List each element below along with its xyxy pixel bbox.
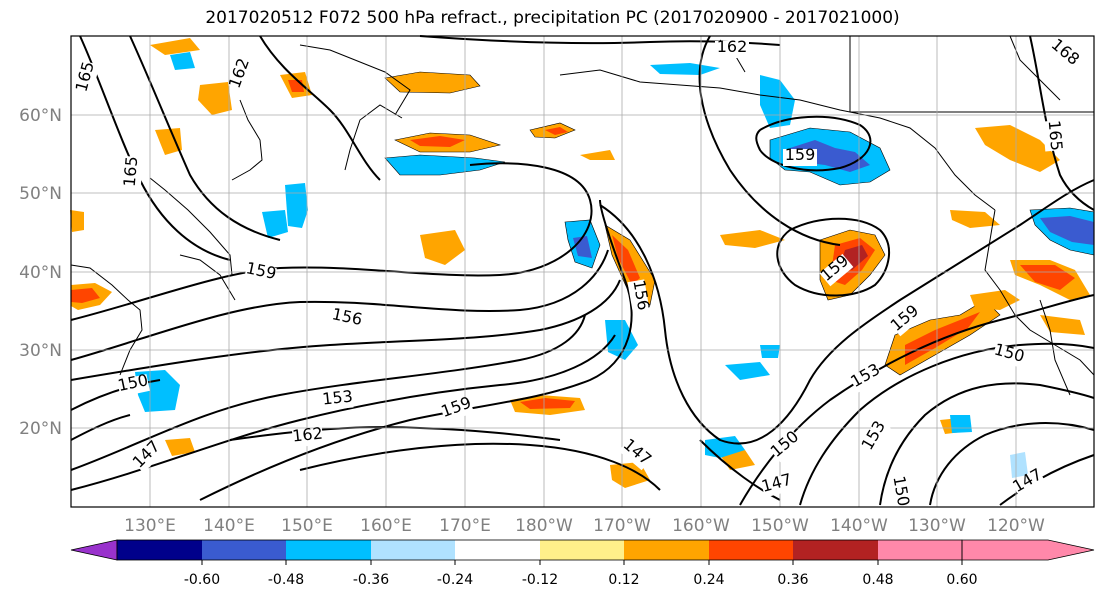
contour-label-165-b: 165 — [120, 155, 142, 187]
colorbar-segment — [540, 540, 624, 560]
lon-label-170w: 170°W — [593, 516, 651, 536]
colorbar-tick-label: -0.60 — [184, 572, 220, 588]
contour-label-153-a: 153 — [321, 386, 353, 408]
colorbar-tick-label: -0.48 — [268, 572, 304, 588]
lat-label-40n: 40°N — [19, 263, 62, 283]
lon-label-120w: 120°W — [987, 516, 1045, 536]
lat-label-60n: 60°N — [19, 106, 62, 126]
lat-label-30n: 30°N — [19, 341, 62, 361]
lon-label-170e: 170°E — [439, 516, 491, 536]
colorbar-segment — [455, 540, 540, 560]
colorbar-tick-label: 0.12 — [608, 572, 639, 588]
lon-label-160w: 160°W — [672, 516, 730, 536]
colorbar-segment — [709, 540, 793, 560]
lon-label-140w: 140°W — [830, 516, 888, 536]
coastlines — [70, 35, 1095, 396]
lon-label-150w: 150°W — [751, 516, 809, 536]
graticule-grid — [71, 36, 1094, 507]
colorbar-segment — [117, 540, 202, 560]
colorbar-segment — [624, 540, 709, 560]
colorbar-tick-label: 0.60 — [946, 572, 977, 588]
lon-label-180w: 180°W — [515, 516, 573, 536]
colorbar: -0.60 -0.48 -0.36 -0.24 -0.12 0.12 0.24 … — [70, 539, 1095, 588]
lat-label-50n: 50°N — [19, 184, 62, 204]
map-border — [70, 35, 1095, 508]
lat-label-20n: 20°N — [19, 419, 62, 439]
lon-label-130w: 130°W — [908, 516, 966, 536]
contour-label-162-c: 162 — [717, 37, 748, 56]
colorbar-tick-label: -0.24 — [437, 572, 473, 588]
colorbar-segment — [286, 540, 371, 560]
colorbar-tick-label: 0.24 — [693, 572, 724, 588]
contour-label-159-c: 159 — [785, 145, 816, 164]
contour-label-165-c: 165 — [1045, 119, 1067, 151]
longitude-labels: 130°E 140°E 150°E 160°E 170°E 180°W 170°… — [124, 516, 1045, 536]
colorbar-tick-label: 0.48 — [862, 572, 893, 588]
colorbar-segment — [371, 540, 455, 560]
map-frame — [71, 36, 1094, 507]
contour-label-162-b: 162 — [291, 423, 323, 445]
colorbar-segment — [202, 540, 286, 560]
colorbar-tick-label: 0.36 — [777, 572, 808, 588]
colorbar-segment — [878, 540, 962, 560]
latitude-labels: 20°N 30°N 40°N 50°N 60°N — [19, 106, 62, 439]
lon-label-160e: 160°E — [360, 516, 412, 536]
page-title: 2017020512 F072 500 hPa refract., precip… — [205, 8, 900, 28]
colorbar-extend-low — [70, 539, 118, 561]
colorbar-tick-label: -0.36 — [353, 572, 389, 588]
colorbar-tick-label: -0.12 — [522, 572, 558, 588]
colorbar-extend-high — [961, 539, 1095, 561]
colorbar-segment — [793, 540, 878, 560]
lon-label-140e: 140°E — [203, 516, 255, 536]
lon-label-130e: 130°E — [124, 516, 176, 536]
lon-label-150e: 150°E — [281, 516, 333, 536]
